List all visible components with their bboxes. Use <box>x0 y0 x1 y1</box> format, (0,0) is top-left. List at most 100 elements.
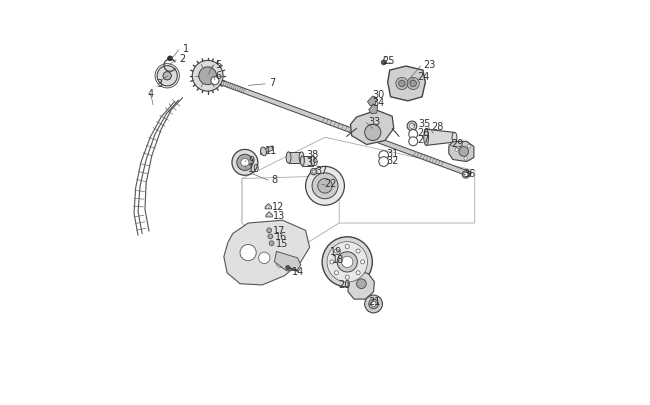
Text: 6: 6 <box>215 70 221 80</box>
Circle shape <box>157 66 177 87</box>
Text: 27: 27 <box>417 135 430 145</box>
Polygon shape <box>216 79 471 177</box>
Circle shape <box>409 138 418 146</box>
Circle shape <box>365 295 382 313</box>
Text: 8: 8 <box>272 174 278 184</box>
Text: 18: 18 <box>332 255 345 265</box>
Text: 20: 20 <box>338 279 350 289</box>
Ellipse shape <box>452 133 457 143</box>
Text: 26: 26 <box>417 128 430 138</box>
Circle shape <box>241 159 249 167</box>
Circle shape <box>318 179 332 194</box>
Circle shape <box>312 173 338 199</box>
Text: 33: 33 <box>369 117 381 127</box>
Circle shape <box>467 145 471 149</box>
Polygon shape <box>369 105 378 115</box>
Ellipse shape <box>286 152 291 164</box>
Circle shape <box>312 171 315 174</box>
Text: 22: 22 <box>324 178 337 188</box>
Circle shape <box>459 147 469 157</box>
Circle shape <box>330 260 334 264</box>
Circle shape <box>334 249 339 254</box>
Circle shape <box>361 260 365 264</box>
Circle shape <box>240 245 256 261</box>
Circle shape <box>398 81 405 87</box>
Circle shape <box>232 150 258 176</box>
Circle shape <box>268 234 273 239</box>
Text: 31: 31 <box>387 148 398 158</box>
Circle shape <box>410 81 417 87</box>
Polygon shape <box>242 176 339 262</box>
Circle shape <box>322 237 372 287</box>
Polygon shape <box>261 146 272 155</box>
Circle shape <box>327 242 367 282</box>
Circle shape <box>345 245 349 249</box>
Circle shape <box>462 171 469 179</box>
Circle shape <box>356 271 360 275</box>
Text: 32: 32 <box>387 155 399 165</box>
Text: 14: 14 <box>292 266 304 276</box>
Polygon shape <box>224 221 309 285</box>
Circle shape <box>464 158 467 161</box>
Polygon shape <box>289 152 302 164</box>
Text: 35: 35 <box>418 119 430 129</box>
Circle shape <box>371 302 376 307</box>
Text: 23: 23 <box>423 60 436 70</box>
Text: 37: 37 <box>315 166 327 176</box>
Circle shape <box>356 249 360 254</box>
Polygon shape <box>242 138 474 224</box>
Circle shape <box>192 61 223 92</box>
Ellipse shape <box>261 148 266 156</box>
Text: 13: 13 <box>273 211 285 220</box>
Circle shape <box>237 155 253 171</box>
Circle shape <box>163 72 171 81</box>
Circle shape <box>379 151 389 161</box>
Text: 30: 30 <box>372 90 385 99</box>
Ellipse shape <box>299 152 304 164</box>
Polygon shape <box>367 97 377 107</box>
Polygon shape <box>274 252 301 271</box>
Ellipse shape <box>311 156 315 166</box>
Text: 5: 5 <box>215 60 221 69</box>
Text: 1: 1 <box>183 44 188 54</box>
Polygon shape <box>348 270 374 299</box>
Ellipse shape <box>300 156 304 166</box>
Text: 34: 34 <box>372 98 385 107</box>
Text: 4: 4 <box>148 89 154 98</box>
Text: 36: 36 <box>463 168 476 179</box>
Polygon shape <box>387 67 425 102</box>
Text: 39: 39 <box>307 157 319 167</box>
Text: 29: 29 <box>451 139 463 149</box>
Text: 11: 11 <box>265 146 278 156</box>
Polygon shape <box>426 130 454 146</box>
Circle shape <box>168 57 172 62</box>
Circle shape <box>365 125 381 141</box>
Text: 24: 24 <box>417 72 430 81</box>
Polygon shape <box>265 204 272 209</box>
Circle shape <box>286 266 290 270</box>
Circle shape <box>464 173 468 177</box>
Text: 16: 16 <box>275 232 287 242</box>
Circle shape <box>407 78 419 90</box>
Text: 12: 12 <box>272 202 284 211</box>
Text: 15: 15 <box>276 239 288 249</box>
Text: 10: 10 <box>248 163 261 173</box>
Text: 2: 2 <box>179 54 186 64</box>
Text: 7: 7 <box>269 78 276 88</box>
Polygon shape <box>448 142 474 162</box>
Polygon shape <box>266 212 272 217</box>
Text: 21: 21 <box>369 296 381 306</box>
Circle shape <box>396 78 408 90</box>
Text: 19: 19 <box>330 247 342 257</box>
Text: 17: 17 <box>273 225 285 235</box>
Circle shape <box>269 241 274 246</box>
Circle shape <box>409 130 418 139</box>
Circle shape <box>357 279 366 289</box>
Circle shape <box>455 149 458 152</box>
Text: 9: 9 <box>248 155 254 165</box>
Circle shape <box>306 167 345 206</box>
Circle shape <box>382 61 386 66</box>
Circle shape <box>334 271 339 275</box>
Ellipse shape <box>424 130 428 146</box>
Circle shape <box>199 68 216 85</box>
